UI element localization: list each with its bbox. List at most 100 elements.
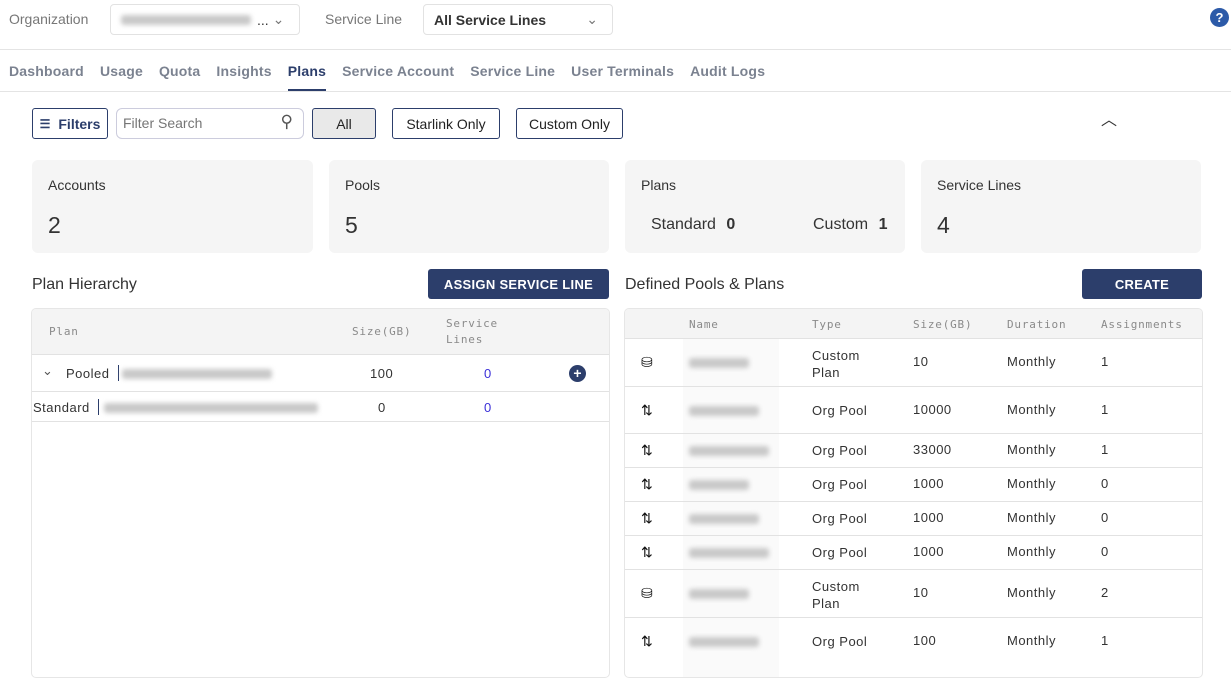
tab-bar: Dashboard Usage Quota Insights Plans Ser… [0,50,1231,92]
service-lines-card: Service Lines 4 [921,160,1201,253]
size-value: 100 [370,366,394,381]
organization-select[interactable]: ... ⌄ [110,4,300,35]
size-value: 1000 [913,476,944,491]
column-size: Size(GB) [352,325,412,338]
column-assignments: Assignments [1101,318,1183,331]
size-value: 10000 [913,401,952,417]
tab-service-account[interactable]: Service Account [342,63,455,79]
table-row[interactable]: ⛁ Custom Plan 10 Monthly 1 [625,338,1202,386]
table-row[interactable]: ⇅ Org Pool 1000 Monthly 0 [625,467,1202,501]
all-filter-button[interactable]: All [312,108,376,139]
type-value: Custom Plan [812,579,860,611]
table-header [625,309,1202,338]
assignments-value: 1 [1101,354,1109,369]
duration-value: Monthly [1007,544,1057,559]
assignments-value: 1 [1101,442,1109,457]
table-row[interactable]: ⌄ Pooled 100 0 + [32,354,609,391]
duration-value: Monthly [1007,401,1057,417]
size-value: 33000 [913,442,952,457]
pool-icon: ⇅ [641,442,654,458]
service-lines-link[interactable]: 0 [484,366,492,381]
table-row[interactable]: Standard 0 0 [32,391,609,422]
table-row[interactable]: ⇅ Org Pool 1000 Monthly 0 [625,501,1202,535]
account-name-redacted [122,369,272,379]
chevron-down-icon[interactable]: ⌄ [42,363,54,378]
type-value: Org Pool [812,633,868,649]
service-line-label: Service Line [325,11,403,27]
tab-quota[interactable]: Quota [158,63,201,79]
pool-icon: ⇅ [641,476,654,492]
standard-value: 0 [726,216,736,233]
create-button[interactable]: CREATE [1082,269,1202,299]
column-type: Type [812,318,842,331]
filters-button[interactable]: ☰ Filters [32,108,108,139]
type-value: Org Pool [812,511,868,526]
add-plus-icon[interactable]: + [569,365,586,382]
tab-dashboard[interactable]: Dashboard [9,63,84,79]
duration-value: Monthly [1007,632,1057,648]
custom-label: Custom [813,216,869,233]
size-value: 1000 [913,510,944,525]
accounts-card: Accounts 2 [32,160,313,253]
tab-usage[interactable]: Usage [99,63,143,79]
collapse-chevron-up-icon[interactable]: ︿ [1101,112,1118,129]
service-line-select[interactable]: All Service Lines ⌄ [423,4,613,35]
type-value: Org Pool [812,477,868,492]
assignments-value: 0 [1101,476,1109,491]
starlink-only-button[interactable]: Starlink Only [392,108,500,139]
plan-hierarchy-title: Plan Hierarchy [32,276,137,293]
assign-service-line-button[interactable]: ASSIGN SERVICE LINE [428,269,609,299]
table-row[interactable]: ⇅ Org Pool 10000 Monthly 1 [625,386,1202,433]
card-title: Accounts [48,177,106,193]
assignments-value: 0 [1101,544,1109,559]
name-redacted [689,636,759,647]
tab-insights[interactable]: Insights [216,63,272,79]
tab-user-terminals[interactable]: User Terminals [571,63,675,79]
pool-icon: ⇅ [641,632,654,649]
duration-value: Monthly [1007,585,1057,600]
column-size: Size(GB) [913,318,973,331]
card-title: Plans [641,177,677,193]
filter-search-field[interactable]: ⚲ [116,108,304,139]
pool-icon: ⇅ [641,401,654,418]
table-row[interactable]: ⇅ Org Pool 100 Monthly 1 [625,617,1202,664]
plan-name: Pooled [66,366,110,381]
help-icon[interactable]: ? [1210,8,1229,27]
table-header [32,309,609,354]
name-redacted [689,480,749,490]
service-lines-link[interactable]: 0 [484,400,492,415]
duration-value: Monthly [1007,510,1057,525]
service-line-value: All Service Lines [434,11,547,28]
defined-pools-plans-table: Name Type Size(GB) Duration Assignments … [624,308,1203,678]
duration-value: Monthly [1007,476,1057,491]
card-title: Service Lines [937,177,1022,193]
table-row[interactable]: ⛁ Custom Plan 10 Monthly 2 [625,569,1202,617]
card-value: 4 [937,212,950,238]
table-row[interactable]: ⇅ Org Pool 33000 Monthly 1 [625,433,1202,467]
type-value: Custom Plan [812,348,860,380]
tab-service-line[interactable]: Service Line [470,63,556,79]
tab-audit-logs[interactable]: Audit Logs [690,63,766,79]
sliders-icon: ☰ [39,116,51,131]
pool-icon: ⇅ [641,544,654,560]
type-value: Org Pool [812,402,868,418]
account-name-redacted [104,403,318,413]
type-value: Org Pool [812,443,868,458]
standard-label: Standard [651,216,716,233]
type-value: Org Pool [812,545,868,560]
filter-search-input[interactable] [123,109,273,137]
column-duration: Duration [1007,318,1067,331]
database-icon: ⛁ [641,585,654,601]
tab-plans[interactable]: Plans [287,50,327,91]
column-service-lines-2: Lines [446,333,484,346]
table-row[interactable]: ⇅ Org Pool 1000 Monthly 0 [625,535,1202,569]
card-value: 5 [345,212,358,238]
pools-card: Pools 5 [329,160,609,253]
custom-only-button[interactable]: Custom Only [516,108,623,139]
duration-value: Monthly [1007,442,1057,457]
name-redacted [689,514,759,524]
column-name: Name [689,318,719,331]
name-redacted [689,405,759,416]
organization-name-redacted [121,14,251,25]
column-service-lines: Service [446,317,498,330]
